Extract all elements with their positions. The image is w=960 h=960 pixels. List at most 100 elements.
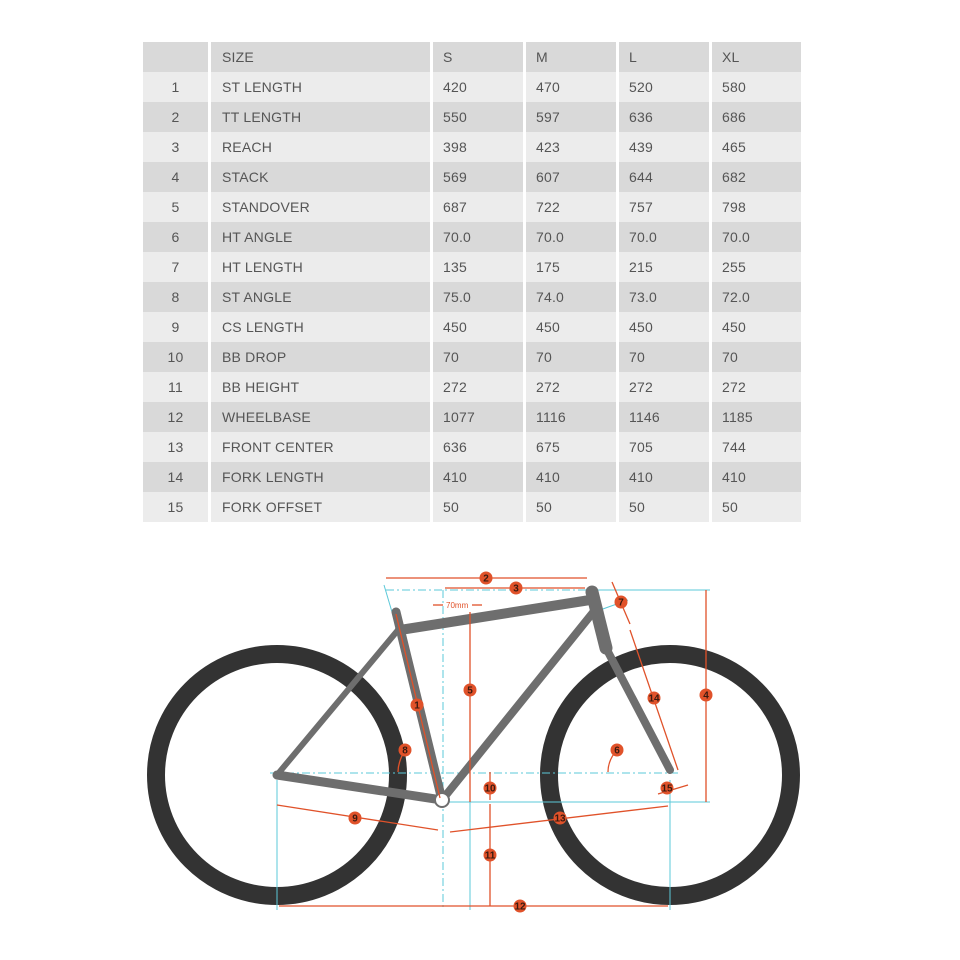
row-label: FORK OFFSET bbox=[211, 492, 433, 522]
cell-value: 70 bbox=[433, 342, 526, 372]
table-row: 14 FORK LENGTH 410 410 410 410 bbox=[143, 462, 801, 492]
cell-value: 410 bbox=[433, 462, 526, 492]
table-row: 9 CS LENGTH 450 450 450 450 bbox=[143, 312, 801, 342]
cell-value: 272 bbox=[619, 372, 712, 402]
marker-number: 10 bbox=[484, 784, 496, 795]
dimension-marker-13: 13 bbox=[553, 811, 567, 825]
marker-number: 13 bbox=[554, 814, 566, 825]
row-label: BB HEIGHT bbox=[211, 372, 433, 402]
cell-value: 420 bbox=[433, 72, 526, 102]
marker-number: 7 bbox=[618, 598, 624, 609]
dimension-marker-7: 7 bbox=[614, 595, 628, 609]
row-number: 4 bbox=[143, 162, 211, 192]
cell-value: 70.0 bbox=[712, 222, 801, 252]
cell-value: 450 bbox=[619, 312, 712, 342]
table-row: 15 FORK OFFSET 50 50 50 50 bbox=[143, 492, 801, 522]
marker-number: 9 bbox=[352, 814, 358, 825]
dimension-marker-11: 11 bbox=[483, 848, 497, 862]
cell-value: 597 bbox=[526, 102, 619, 132]
cell-value: 75.0 bbox=[433, 282, 526, 312]
row-number: 9 bbox=[143, 312, 211, 342]
row-number: 12 bbox=[143, 402, 211, 432]
row-number: 10 bbox=[143, 342, 211, 372]
row-label: STANDOVER bbox=[211, 192, 433, 222]
cell-value: 757 bbox=[619, 192, 712, 222]
cell-value: 175 bbox=[526, 252, 619, 282]
table-row: 4 STACK 569 607 644 682 bbox=[143, 162, 801, 192]
cell-value: 450 bbox=[712, 312, 801, 342]
cell-value: 1146 bbox=[619, 402, 712, 432]
cell-value: 450 bbox=[526, 312, 619, 342]
column-header: SIZE bbox=[211, 42, 433, 72]
geometry-table: SIZE S M L XL 1 ST LENGTH 420 470 520 580 2 TT LENGT… bbox=[143, 42, 801, 522]
cell-value: 465 bbox=[712, 132, 801, 162]
cell-value: 70 bbox=[526, 342, 619, 372]
cell-value: 50 bbox=[619, 492, 712, 522]
cell-value: 520 bbox=[619, 72, 712, 102]
cell-value: 569 bbox=[433, 162, 526, 192]
cell-value: 636 bbox=[433, 432, 526, 462]
cell-value: 410 bbox=[619, 462, 712, 492]
row-number: 7 bbox=[143, 252, 211, 282]
cell-value: 686 bbox=[712, 102, 801, 132]
cell-value: 705 bbox=[619, 432, 712, 462]
table-row: 8 ST ANGLE 75.0 74.0 73.0 72.0 bbox=[143, 282, 801, 312]
cell-value: 70.0 bbox=[619, 222, 712, 252]
table-row: 2 TT LENGTH 550 597 636 686 bbox=[143, 102, 801, 132]
marker-number: 5 bbox=[467, 686, 473, 697]
cell-value: 50 bbox=[526, 492, 619, 522]
row-label: FRONT CENTER bbox=[211, 432, 433, 462]
marker-number: 4 bbox=[703, 691, 709, 702]
row-number: 15 bbox=[143, 492, 211, 522]
cell-value: 687 bbox=[433, 192, 526, 222]
row-number: 6 bbox=[143, 222, 211, 252]
cell-value: 272 bbox=[433, 372, 526, 402]
cell-value: 607 bbox=[526, 162, 619, 192]
row-number: 5 bbox=[143, 192, 211, 222]
cell-value: 439 bbox=[619, 132, 712, 162]
marker-number: 6 bbox=[614, 746, 620, 757]
row-label: ST ANGLE bbox=[211, 282, 433, 312]
dimension-marker-12: 12 bbox=[513, 899, 527, 913]
row-number: 2 bbox=[143, 102, 211, 132]
row-number: 3 bbox=[143, 132, 211, 162]
cell-value: 50 bbox=[433, 492, 526, 522]
cell-value: 72.0 bbox=[712, 282, 801, 312]
cell-value: 470 bbox=[526, 72, 619, 102]
cell-value: 50 bbox=[712, 492, 801, 522]
cell-value: 70.0 bbox=[526, 222, 619, 252]
table-row: 7 HT LENGTH 135 175 215 255 bbox=[143, 252, 801, 282]
dimension-marker-2: 2 bbox=[479, 571, 493, 585]
column-header: XL bbox=[712, 42, 801, 72]
cell-value: 1116 bbox=[526, 402, 619, 432]
column-header: M bbox=[526, 42, 619, 72]
table-row: 12 WHEELBASE 1077 1116 1146 1185 bbox=[143, 402, 801, 432]
table-row: 6 HT ANGLE 70.0 70.0 70.0 70.0 bbox=[143, 222, 801, 252]
dimension-marker-15: 15 bbox=[660, 781, 674, 795]
row-label: STACK bbox=[211, 162, 433, 192]
table-row: 11 BB HEIGHT 272 272 272 272 bbox=[143, 372, 801, 402]
cell-value: 410 bbox=[712, 462, 801, 492]
row-label: HT LENGTH bbox=[211, 252, 433, 282]
cell-value: 74.0 bbox=[526, 282, 619, 312]
marker-number: 2 bbox=[483, 574, 489, 585]
cell-value: 272 bbox=[712, 372, 801, 402]
cell-value: 255 bbox=[712, 252, 801, 282]
cell-value: 70.0 bbox=[433, 222, 526, 252]
row-label: ST LENGTH bbox=[211, 72, 433, 102]
table-row: 13 FRONT CENTER 636 675 705 744 bbox=[143, 432, 801, 462]
row-label: CS LENGTH bbox=[211, 312, 433, 342]
column-header bbox=[143, 42, 211, 72]
table-header-row: SIZE S M L XL bbox=[143, 42, 801, 72]
dimension-marker-10: 10 bbox=[483, 781, 497, 795]
cell-value: 798 bbox=[712, 192, 801, 222]
marker-number: 14 bbox=[648, 694, 660, 705]
column-header: L bbox=[619, 42, 712, 72]
table-row: 3 REACH 398 423 439 465 bbox=[143, 132, 801, 162]
row-number: 13 bbox=[143, 432, 211, 462]
dimension-marker-8: 8 bbox=[398, 743, 412, 757]
cell-value: 450 bbox=[433, 312, 526, 342]
cell-value: 272 bbox=[526, 372, 619, 402]
offset-label: 70mm bbox=[446, 601, 469, 610]
dimension-marker-14: 14 bbox=[647, 691, 661, 705]
